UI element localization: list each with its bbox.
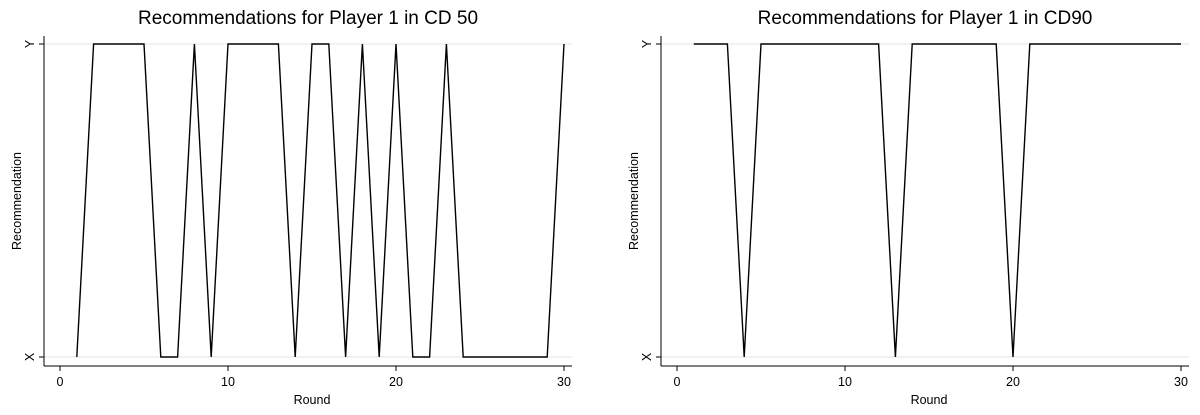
x-tick-label-10: 10 bbox=[838, 375, 852, 389]
y-tick-label-y: Y bbox=[640, 39, 654, 48]
x-tick-label-0: 0 bbox=[57, 375, 64, 389]
y-tick-label-y: Y bbox=[23, 39, 37, 48]
chart-title: Recommendations for Player 1 in CD90 bbox=[758, 8, 1093, 29]
y-axis-label: Recommendation bbox=[627, 152, 641, 250]
x-tick-label-20: 20 bbox=[389, 375, 403, 389]
chart-panel-cd50: Recommendations for Player 1 in CD 50 X … bbox=[10, 8, 572, 407]
chart-panel-cd90: Recommendations for Player 1 in CD90 X Y… bbox=[617, 0, 1200, 415]
x-axis-label: Round bbox=[911, 393, 948, 407]
x-tick-label-30: 30 bbox=[557, 375, 571, 389]
y-tick-label-x: X bbox=[640, 352, 654, 361]
x-axis-label: Round bbox=[294, 393, 331, 407]
x-tick-label-0: 0 bbox=[674, 375, 681, 389]
chart-title: Recommendations for Player 1 in CD 50 bbox=[138, 8, 478, 29]
y-axis-label: Recommendation bbox=[10, 152, 24, 250]
series-line bbox=[693, 43, 1181, 358]
chart-cd50: Recommendations for Player 1 in CD 50 X … bbox=[10, 8, 572, 407]
x-tick-label-20: 20 bbox=[1006, 375, 1020, 389]
series-line bbox=[76, 43, 565, 358]
x-tick-label-30: 30 bbox=[1174, 375, 1188, 389]
x-tick-label-10: 10 bbox=[221, 375, 235, 389]
y-tick-label-x: X bbox=[23, 352, 37, 361]
chart-cd90: Recommendations for Player 1 in CD90 X Y… bbox=[627, 8, 1189, 407]
